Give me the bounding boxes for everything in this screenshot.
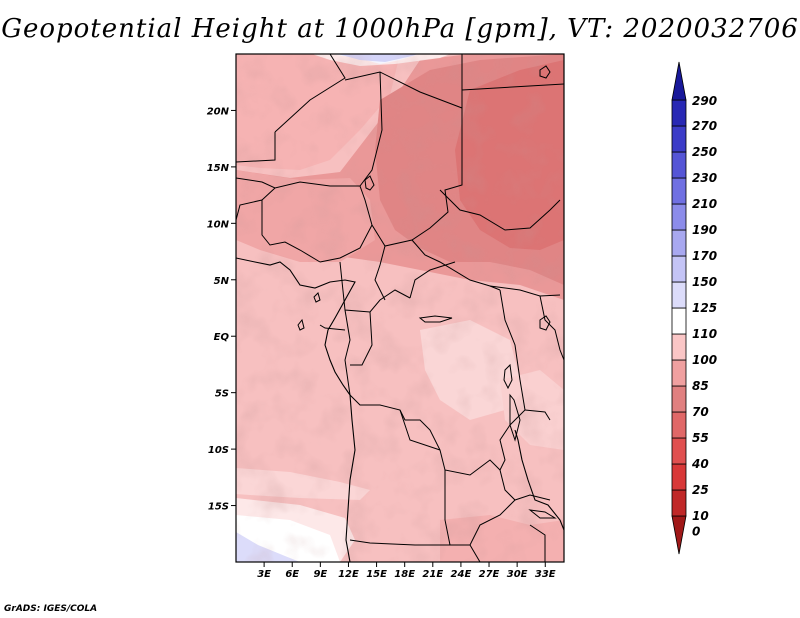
lon-tick-label: 15E <box>366 569 387 580</box>
colorbar-swatch <box>671 203 687 231</box>
colorbar-swatch <box>671 385 687 413</box>
lon-tick-label: 3E <box>257 569 271 580</box>
lat-tick-label: EQ <box>214 332 230 343</box>
colorbar-level-label: 10 <box>692 509 709 523</box>
colorbar-swatch <box>671 229 687 257</box>
lat-tick-label: 5N <box>214 276 230 287</box>
colorbar-level-label: 150 <box>692 275 717 289</box>
lat-tick-label: 15N <box>207 163 230 174</box>
colorbar-level-label: 125 <box>692 301 717 315</box>
longitude-axis: 3E 6E 9E 12E 15E 18E 21E 24E 27E 30E 33E <box>257 562 556 580</box>
colorbar-level-label: 270 <box>692 119 717 133</box>
lon-tick-label: 30E <box>507 569 528 580</box>
lon-tick-label: 21E <box>422 569 443 580</box>
lon-tick-label: 33E <box>535 569 556 580</box>
lat-tick-label: 5S <box>215 389 229 400</box>
lon-tick-label: 12E <box>338 569 359 580</box>
lakes <box>297 65 557 519</box>
coastline <box>236 257 564 562</box>
map-title: Geopotential Height at 1000hPa [gpm], VT… <box>1 14 799 44</box>
lat-tick-label: 15S <box>208 502 229 513</box>
colorbar-level-label: 55 <box>692 431 709 445</box>
colorbar-swatch <box>671 411 687 439</box>
lat-tick-label: 10N <box>207 219 230 230</box>
colorbar-swatch <box>671 359 687 387</box>
colorbar-swatch <box>671 489 687 517</box>
colorbar-swatch <box>671 99 687 127</box>
colorbar-swatch <box>671 255 687 283</box>
lon-tick-label: 27E <box>479 569 500 580</box>
colorbar-swatch <box>671 281 687 309</box>
colorbar-level-label: 100 <box>692 353 717 367</box>
latitude-axis: 20N 15N 10N 5N EQ 5S 10S 15S <box>207 106 236 513</box>
colorbar-level-label: 230 <box>692 171 717 185</box>
lat-tick-label: 10S <box>208 445 229 456</box>
colorbar-level-label: 25 <box>692 483 709 497</box>
colorbar-swatch <box>671 515 687 555</box>
colorbar-level-label: 40 <box>691 457 709 471</box>
field-texture <box>236 54 564 562</box>
colorbar: 0 10 25 40 55 70 85 100 110 125 150 170 190 210 230 250… <box>671 61 717 555</box>
colorbar-level-label: 250 <box>692 145 717 159</box>
colorbar-swatch <box>671 333 687 361</box>
colorbar-swatch <box>671 463 687 491</box>
colorbar-level-label: 190 <box>692 223 717 237</box>
colorbar-swatch <box>671 61 687 101</box>
colorbar-swatch <box>671 307 687 335</box>
colorbar-level-label: 210 <box>692 197 717 211</box>
colorbar-level-label: 0 <box>692 525 700 539</box>
colorbar-level-label: 170 <box>692 249 717 263</box>
map-frame <box>235 53 565 563</box>
colorbar-swatch <box>671 177 687 205</box>
map-plot-area <box>236 54 564 562</box>
colorbar-swatch <box>671 125 687 153</box>
lon-tick-label: 9E <box>313 569 327 580</box>
colorbar-level-label: 110 <box>692 327 717 341</box>
colorbar-level-label: 85 <box>692 379 709 393</box>
colorbar-level-label: 70 <box>692 405 709 419</box>
grads-credit: GrADS: IGES/COLA <box>4 604 98 614</box>
colorbar-level-label: 290 <box>692 94 717 108</box>
lat-tick-label: 20N <box>207 106 230 117</box>
lon-tick-label: 18E <box>394 569 415 580</box>
lon-tick-label: 24E <box>451 569 472 580</box>
lon-tick-label: 6E <box>285 569 299 580</box>
colorbar-swatch <box>671 151 687 179</box>
colorbar-swatch <box>671 437 687 465</box>
